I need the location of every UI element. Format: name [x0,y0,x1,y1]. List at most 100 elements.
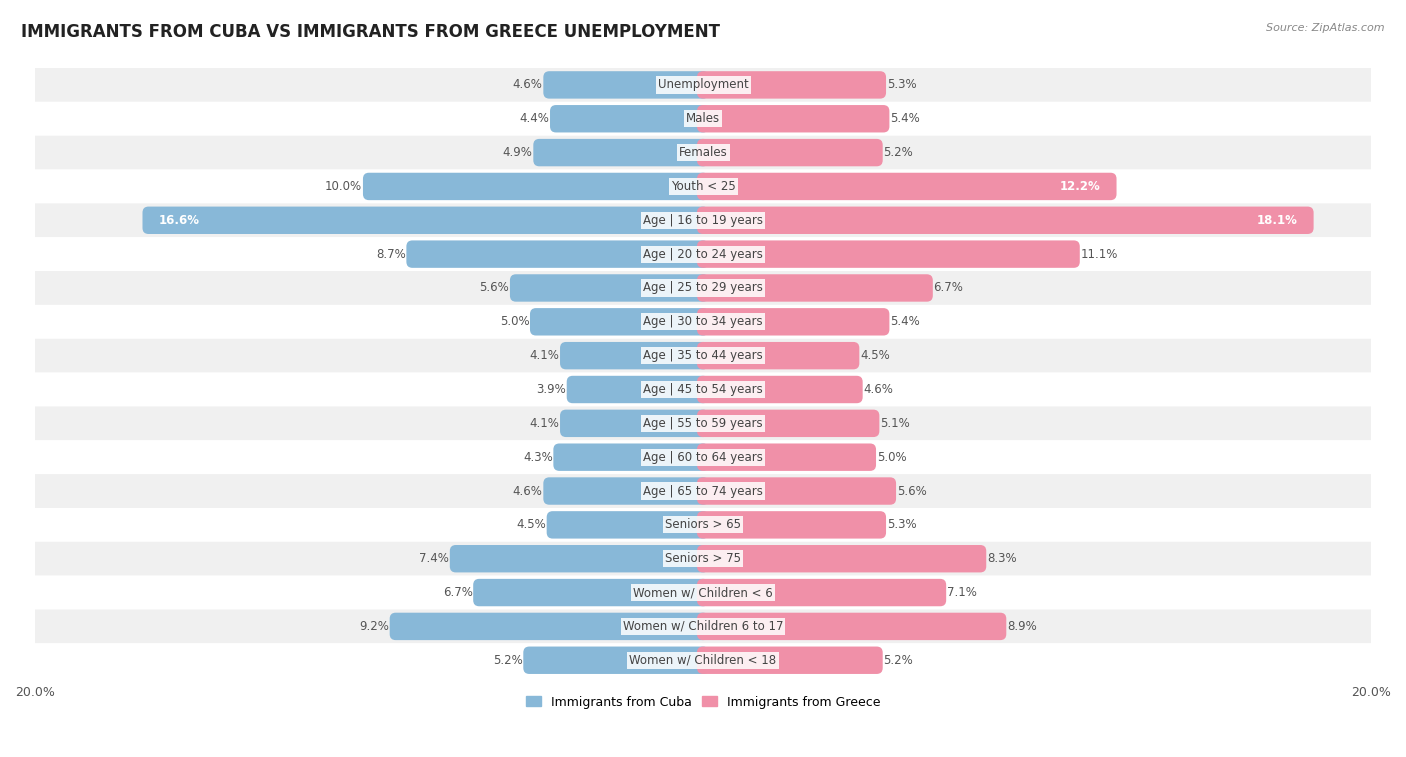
Text: 3.9%: 3.9% [536,383,567,396]
Text: 5.3%: 5.3% [887,79,917,92]
Text: 5.4%: 5.4% [890,316,920,329]
FancyBboxPatch shape [35,237,1371,271]
Text: 4.6%: 4.6% [513,79,543,92]
Text: Age | 16 to 19 years: Age | 16 to 19 years [643,213,763,227]
Text: 4.5%: 4.5% [516,519,546,531]
FancyBboxPatch shape [35,407,1371,441]
Text: Age | 65 to 74 years: Age | 65 to 74 years [643,484,763,497]
Text: Males: Males [686,112,720,125]
Text: 4.1%: 4.1% [530,349,560,362]
Text: 5.4%: 5.4% [890,112,920,125]
Text: Women w/ Children 6 to 17: Women w/ Children 6 to 17 [623,620,783,633]
FancyBboxPatch shape [533,139,709,167]
Text: Seniors > 65: Seniors > 65 [665,519,741,531]
FancyBboxPatch shape [35,68,1371,102]
FancyBboxPatch shape [523,646,709,674]
FancyBboxPatch shape [697,274,932,302]
Text: 11.1%: 11.1% [1080,248,1118,260]
FancyBboxPatch shape [389,612,709,640]
FancyBboxPatch shape [697,71,886,98]
Text: Unemployment: Unemployment [658,79,748,92]
FancyBboxPatch shape [35,204,1371,237]
Text: 7.1%: 7.1% [946,586,977,599]
FancyBboxPatch shape [35,575,1371,609]
Text: Age | 55 to 59 years: Age | 55 to 59 years [643,417,763,430]
FancyBboxPatch shape [697,139,883,167]
FancyBboxPatch shape [35,542,1371,575]
FancyBboxPatch shape [697,241,1080,268]
Text: Women w/ Children < 18: Women w/ Children < 18 [630,654,776,667]
Text: Age | 25 to 29 years: Age | 25 to 29 years [643,282,763,294]
FancyBboxPatch shape [35,643,1371,678]
Text: 8.3%: 8.3% [987,552,1017,565]
FancyBboxPatch shape [450,545,709,572]
FancyBboxPatch shape [530,308,709,335]
FancyBboxPatch shape [567,375,709,403]
FancyBboxPatch shape [35,508,1371,542]
Text: 4.5%: 4.5% [860,349,890,362]
FancyBboxPatch shape [697,410,879,437]
Text: Females: Females [679,146,727,159]
FancyBboxPatch shape [406,241,709,268]
FancyBboxPatch shape [697,308,890,335]
FancyBboxPatch shape [35,609,1371,643]
FancyBboxPatch shape [697,342,859,369]
Text: 12.2%: 12.2% [1060,180,1101,193]
Text: Age | 35 to 44 years: Age | 35 to 44 years [643,349,763,362]
FancyBboxPatch shape [554,444,709,471]
FancyBboxPatch shape [697,207,1313,234]
Text: Age | 60 to 64 years: Age | 60 to 64 years [643,450,763,464]
Text: 6.7%: 6.7% [443,586,472,599]
Text: 5.1%: 5.1% [880,417,910,430]
FancyBboxPatch shape [697,173,1116,200]
FancyBboxPatch shape [35,170,1371,204]
FancyBboxPatch shape [697,612,1007,640]
Text: 5.0%: 5.0% [499,316,529,329]
Text: 4.6%: 4.6% [863,383,893,396]
Text: Age | 30 to 34 years: Age | 30 to 34 years [643,316,763,329]
Text: Women w/ Children < 6: Women w/ Children < 6 [633,586,773,599]
Text: 5.3%: 5.3% [887,519,917,531]
FancyBboxPatch shape [510,274,709,302]
FancyBboxPatch shape [697,105,890,132]
FancyBboxPatch shape [560,410,709,437]
FancyBboxPatch shape [35,441,1371,474]
FancyBboxPatch shape [35,305,1371,338]
Text: Age | 45 to 54 years: Age | 45 to 54 years [643,383,763,396]
FancyBboxPatch shape [697,511,886,538]
Text: IMMIGRANTS FROM CUBA VS IMMIGRANTS FROM GREECE UNEMPLOYMENT: IMMIGRANTS FROM CUBA VS IMMIGRANTS FROM … [21,23,720,41]
Text: 5.6%: 5.6% [897,484,927,497]
FancyBboxPatch shape [35,372,1371,407]
FancyBboxPatch shape [560,342,709,369]
Text: 8.7%: 8.7% [375,248,406,260]
Text: 4.9%: 4.9% [503,146,533,159]
Text: 5.6%: 5.6% [479,282,509,294]
FancyBboxPatch shape [35,338,1371,372]
FancyBboxPatch shape [35,474,1371,508]
FancyBboxPatch shape [35,136,1371,170]
Legend: Immigrants from Cuba, Immigrants from Greece: Immigrants from Cuba, Immigrants from Gr… [520,690,886,714]
Text: 5.0%: 5.0% [877,450,907,464]
FancyBboxPatch shape [697,375,863,403]
Text: 5.2%: 5.2% [883,146,912,159]
Text: 7.4%: 7.4% [419,552,449,565]
Text: 4.4%: 4.4% [519,112,550,125]
FancyBboxPatch shape [697,545,986,572]
FancyBboxPatch shape [697,646,883,674]
FancyBboxPatch shape [547,511,709,538]
FancyBboxPatch shape [697,478,896,505]
Text: 6.7%: 6.7% [934,282,963,294]
FancyBboxPatch shape [142,207,709,234]
Text: 10.0%: 10.0% [325,180,363,193]
FancyBboxPatch shape [35,271,1371,305]
Text: 4.6%: 4.6% [513,484,543,497]
Text: 18.1%: 18.1% [1257,213,1298,227]
FancyBboxPatch shape [543,478,709,505]
FancyBboxPatch shape [550,105,709,132]
FancyBboxPatch shape [35,102,1371,136]
Text: 4.1%: 4.1% [530,417,560,430]
Text: 8.9%: 8.9% [1007,620,1036,633]
FancyBboxPatch shape [363,173,709,200]
FancyBboxPatch shape [697,579,946,606]
Text: 5.2%: 5.2% [494,654,523,667]
